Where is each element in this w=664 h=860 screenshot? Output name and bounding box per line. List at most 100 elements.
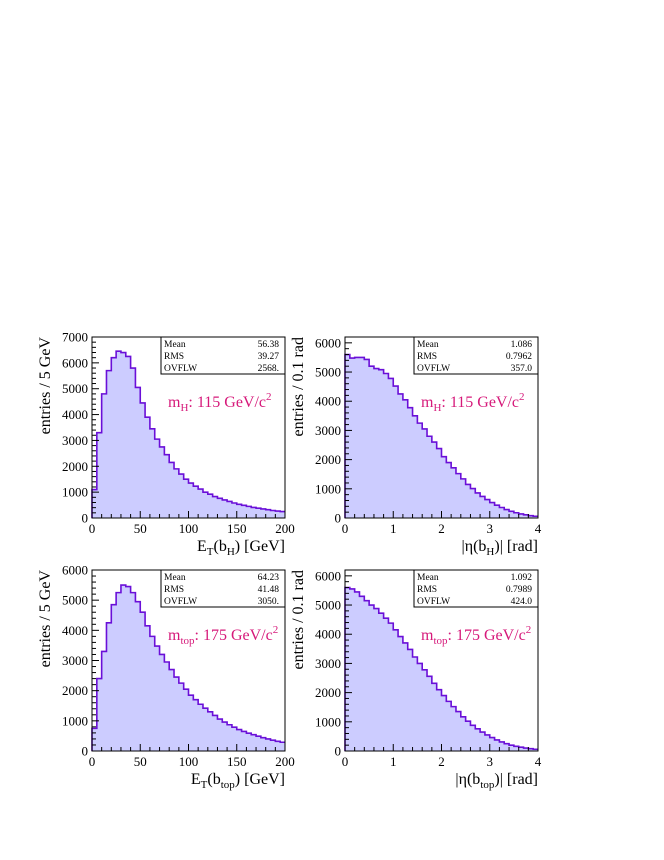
mass-annotation: mtop: 175 GeV/c2 bbox=[168, 624, 278, 647]
stats-value: 0.7989 bbox=[506, 585, 532, 595]
y-tick-label: 3000 bbox=[315, 423, 341, 438]
stats-label: OVFLW bbox=[417, 597, 450, 607]
y-tick-label: 2000 bbox=[62, 459, 88, 474]
x-axis-title: |η(bH)| [rad] bbox=[462, 538, 538, 558]
histogram-line bbox=[91, 584, 285, 751]
y-tick-label: 5000 bbox=[62, 381, 88, 396]
x-tick-label: 200 bbox=[275, 521, 295, 536]
x-tick-label: 150 bbox=[227, 521, 247, 536]
histogram-fill bbox=[92, 351, 285, 518]
mass-annotation: mtop: 175 GeV/c2 bbox=[421, 624, 531, 647]
y-tick-label: 4000 bbox=[62, 407, 88, 422]
y-axis-title: entries / 5 GeV bbox=[37, 337, 54, 435]
y-tick-label: 3000 bbox=[315, 656, 341, 671]
stats-label: RMS bbox=[164, 585, 184, 595]
x-axis-title: ET(btop) [GeV] bbox=[191, 771, 285, 791]
y-tick-label: 1000 bbox=[315, 481, 341, 496]
y-tick-label: 5000 bbox=[62, 593, 88, 608]
y-tick-label: 2000 bbox=[315, 452, 341, 467]
stats-value: 39.27 bbox=[258, 352, 280, 362]
x-tick-label: 4 bbox=[535, 754, 542, 769]
y-tick-label: 0 bbox=[82, 744, 89, 759]
y-tick-label: 7000 bbox=[62, 330, 88, 345]
stats-label: Mean bbox=[164, 573, 186, 583]
y-tick-label: 4000 bbox=[62, 623, 88, 638]
x-tick-label: 3 bbox=[487, 754, 494, 769]
y-tick-label: 3000 bbox=[62, 653, 88, 668]
y-tick-label: 0 bbox=[335, 511, 342, 526]
stats-box bbox=[413, 336, 539, 375]
stats-value: 3050. bbox=[258, 597, 279, 607]
stats-label: Mean bbox=[164, 340, 186, 350]
panel-p1: 0 50 100 150 2000100020003000400050006000700… bbox=[37, 330, 295, 559]
histogram-fill bbox=[92, 585, 285, 751]
stats-box bbox=[413, 569, 539, 608]
mass-annotation: mH: 115 GeV/c2 bbox=[421, 391, 525, 414]
y-tick-label: 5000 bbox=[315, 365, 341, 380]
stats-box bbox=[160, 336, 286, 375]
x-tick-label: 100 bbox=[179, 754, 199, 769]
stats-label: RMS bbox=[164, 352, 184, 362]
x-axis-title: |η(btop)| [rad] bbox=[455, 771, 538, 791]
stats-box bbox=[160, 569, 286, 608]
y-tick-label: 0 bbox=[335, 744, 342, 759]
y-axis-title: entries / 5 GeV bbox=[37, 570, 54, 668]
y-tick-label: 6000 bbox=[62, 355, 88, 370]
stats-label: Mean bbox=[417, 573, 439, 583]
x-tick-label: 0 bbox=[89, 754, 96, 769]
y-tick-label: 1000 bbox=[315, 714, 341, 729]
panel-p3: 0 50 100 150 2000100020003000400050006000ent… bbox=[37, 563, 295, 792]
x-tick-label: 2 bbox=[438, 754, 445, 769]
stats-value: 56.38 bbox=[258, 340, 280, 350]
stats-value: 2568. bbox=[258, 364, 279, 374]
y-tick-label: 0 bbox=[82, 511, 89, 526]
x-tick-label: 50 bbox=[134, 754, 147, 769]
stats-value: 1.086 bbox=[511, 340, 533, 350]
y-axis-title: entries / 0.1 rad bbox=[290, 570, 307, 670]
x-tick-label: 0 bbox=[342, 521, 349, 536]
x-tick-label: 3 bbox=[487, 521, 494, 536]
mass-annotation: mH: 115 GeV/c2 bbox=[168, 391, 272, 414]
stats-value: 41.48 bbox=[258, 585, 280, 595]
x-tick-label: 1 bbox=[390, 754, 397, 769]
histogram-fill bbox=[345, 587, 538, 751]
x-tick-label: 100 bbox=[179, 521, 199, 536]
x-tick-label: 2 bbox=[438, 521, 445, 536]
histogram-line bbox=[91, 350, 285, 518]
stats-label: RMS bbox=[417, 585, 437, 595]
panel-p4: 0 1 2 3 4 0 1000 2000 3000 4000 5000 6000 entries / … bbox=[290, 568, 542, 791]
stats-label: Mean bbox=[417, 340, 439, 350]
panel-p2: 0 1 2 3 4 0 1000 2000 3000 4000 5000 6000 entries / … bbox=[290, 335, 542, 558]
x-tick-label: 1 bbox=[390, 521, 397, 536]
y-tick-label: 6000 bbox=[315, 568, 341, 583]
x-tick-label: 4 bbox=[535, 521, 542, 536]
y-tick-label: 2000 bbox=[62, 683, 88, 698]
stats-value: 1.092 bbox=[511, 573, 533, 583]
y-tick-label: 2000 bbox=[315, 685, 341, 700]
stats-value: 0.7962 bbox=[506, 352, 532, 362]
y-tick-label: 6000 bbox=[315, 335, 341, 350]
stats-label: RMS bbox=[417, 352, 437, 362]
x-tick-label: 0 bbox=[89, 521, 96, 536]
stats-label: OVFLW bbox=[164, 364, 197, 374]
y-tick-label: 6000 bbox=[62, 563, 88, 578]
stats-label: OVFLW bbox=[164, 597, 197, 607]
y-tick-label: 5000 bbox=[315, 598, 341, 613]
x-tick-label: 0 bbox=[342, 754, 349, 769]
x-tick-label: 150 bbox=[227, 754, 247, 769]
histogram-line bbox=[344, 586, 538, 751]
stats-value: 357.0 bbox=[511, 364, 533, 374]
histogram-fill bbox=[345, 354, 538, 518]
y-tick-label: 1000 bbox=[62, 713, 88, 728]
histogram-line bbox=[344, 353, 538, 518]
y-tick-label: 4000 bbox=[315, 394, 341, 409]
y-tick-label: 1000 bbox=[62, 485, 88, 500]
stats-value: 424.0 bbox=[511, 597, 533, 607]
y-axis-title: entries / 0.1 rad bbox=[290, 337, 307, 437]
x-axis-title: ET(bH) [GeV] bbox=[197, 538, 285, 558]
stats-label: OVFLW bbox=[417, 364, 450, 374]
y-tick-label: 3000 bbox=[62, 433, 88, 448]
x-tick-label: 50 bbox=[134, 521, 147, 536]
stats-value: 64.23 bbox=[258, 573, 280, 583]
